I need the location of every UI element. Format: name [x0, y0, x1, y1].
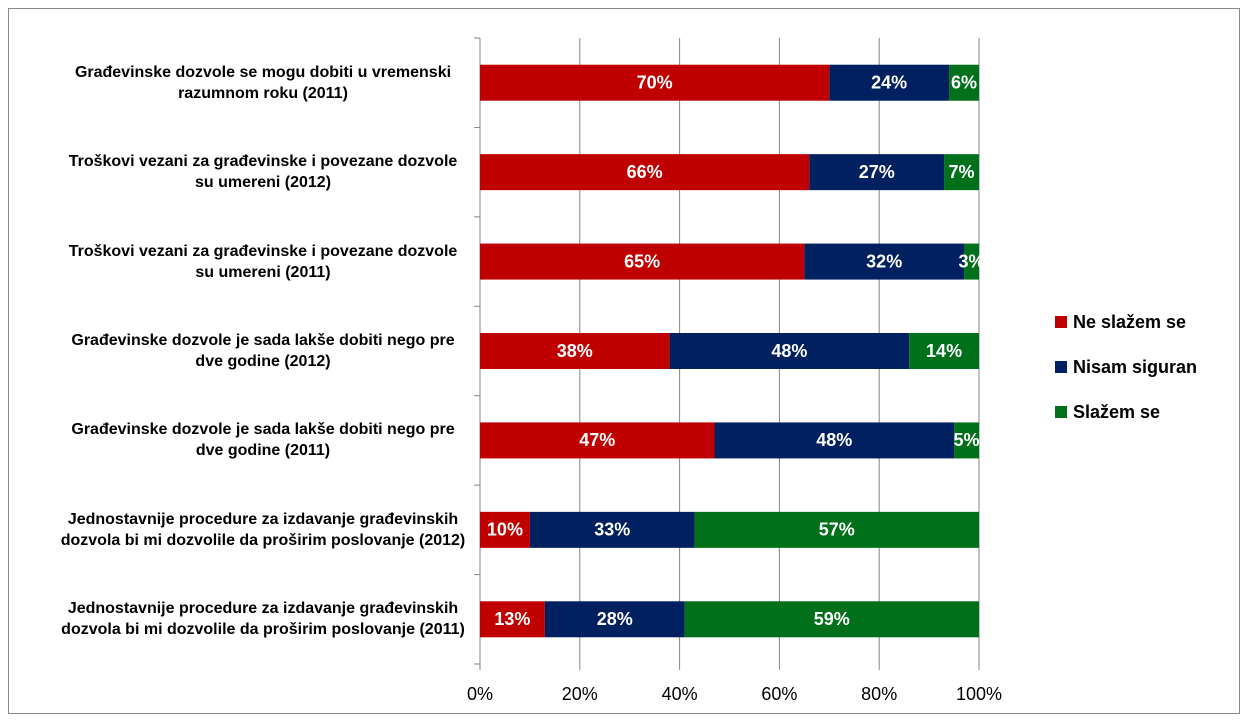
data-label: 66% — [627, 162, 663, 182]
bar-segment — [949, 64, 979, 101]
legend-label: Slažem se — [1073, 402, 1160, 422]
y-tick-label: Troškovi vezani za građevinske i povezan… — [68, 153, 458, 192]
data-label: 70% — [637, 72, 673, 92]
data-label: 28% — [597, 609, 633, 629]
x-tick-label: 40% — [662, 684, 698, 704]
data-label: 48% — [771, 341, 807, 361]
bar-segment — [714, 422, 955, 459]
bar-segment — [944, 154, 979, 191]
bar-segment — [964, 243, 979, 280]
bar-segment — [480, 511, 530, 548]
data-label: 27% — [859, 162, 895, 182]
bar-segment — [804, 243, 965, 280]
data-label: 10% — [487, 520, 523, 540]
legend-label: Nisam siguran — [1073, 357, 1197, 377]
x-tick-label: 100% — [956, 684, 1002, 704]
legend-swatch — [1055, 406, 1067, 418]
bar-segment — [480, 154, 810, 191]
data-label: 6% — [951, 72, 977, 92]
legend-swatch — [1055, 361, 1067, 373]
x-tick-label: 80% — [861, 684, 897, 704]
bar-segment — [909, 333, 979, 369]
data-label: 3% — [959, 251, 985, 271]
y-tick-label: Građevinske dozvole se mogu dobiti u vre… — [74, 63, 452, 102]
legend-label: Ne slažem se — [1073, 312, 1186, 332]
bar-segment — [480, 422, 715, 459]
x-tick-label: 0% — [467, 684, 493, 704]
bar-segment — [480, 333, 670, 369]
y-tick-label: Troškovi vezani za građevinske i povezan… — [68, 242, 458, 281]
bar-segment — [829, 64, 950, 101]
bar-segment — [669, 333, 910, 369]
data-label: 13% — [494, 609, 530, 629]
y-tick-label: Jednostavnije procedure za izdavanje gra… — [60, 510, 466, 549]
data-label: 14% — [926, 341, 962, 361]
data-label: 47% — [579, 430, 615, 450]
bar-segment — [480, 64, 830, 101]
data-label: 33% — [594, 520, 630, 540]
data-label: 24% — [871, 72, 907, 92]
data-label: 38% — [557, 341, 593, 361]
bar-segment — [544, 601, 685, 638]
y-tick-label: Građevinske dozvole je sada lakše dobiti… — [71, 332, 455, 370]
data-label: 5% — [954, 430, 980, 450]
data-label: 32% — [866, 251, 902, 271]
data-label: 65% — [624, 251, 660, 271]
bar-segment — [480, 243, 805, 280]
bar-segment — [954, 422, 979, 459]
bar-segment — [684, 601, 979, 638]
data-label: 59% — [814, 609, 850, 629]
data-label: 57% — [819, 520, 855, 540]
bar-segment — [529, 511, 695, 548]
bar-segment — [694, 511, 979, 548]
y-tick-label: Građevinske dozvole je sada lakše dobiti… — [71, 421, 455, 460]
legend-swatch — [1055, 316, 1067, 328]
data-label: 48% — [816, 430, 852, 450]
y-tick-label: Jednostavnije procedure za izdavanje gra… — [61, 600, 465, 639]
data-label: 7% — [949, 162, 975, 182]
x-tick-label: 20% — [562, 684, 598, 704]
x-tick-label: 60% — [761, 684, 797, 704]
bar-segment — [809, 154, 945, 191]
bar-segment — [480, 601, 545, 638]
